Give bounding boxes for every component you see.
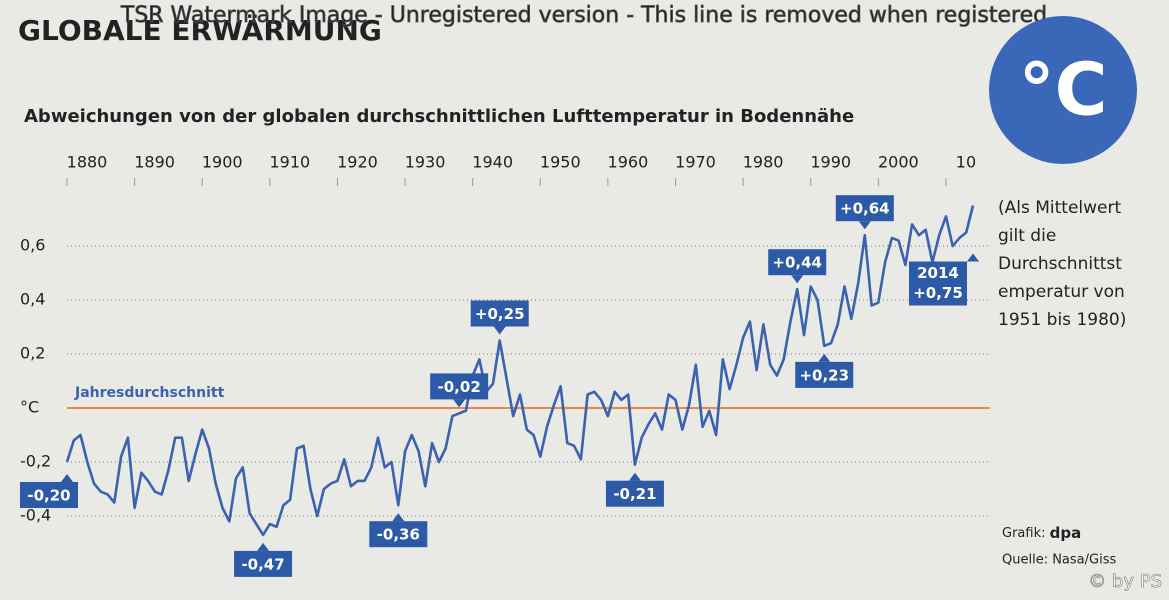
x-tick-label: 1960: [608, 153, 649, 172]
x-tick-label: 10: [956, 153, 976, 172]
annotation-box: [234, 550, 293, 577]
annotation-pointer: [858, 221, 871, 230]
annotation-label: -0,20: [27, 487, 70, 505]
annotation-pointer: [818, 353, 831, 362]
y-tick-label: 0,2: [20, 344, 45, 363]
annotation-pointer: [392, 513, 405, 522]
annotation-pointer: [628, 472, 641, 481]
x-tick-label: 1980: [743, 153, 784, 172]
credit-label: Grafik: dpa: [1002, 524, 1081, 542]
x-tick-label: 1920: [337, 153, 378, 172]
icon-circle: [989, 16, 1137, 164]
note-line: gilt die: [998, 226, 1056, 246]
chart-subtitle: Abweichungen von der globalen durchschni…: [24, 106, 854, 127]
credit-graphic: dpa: [1050, 524, 1082, 542]
annotation-pointer: [967, 253, 979, 262]
x-tick-label: 1970: [675, 153, 716, 172]
annotation-box: [430, 373, 489, 400]
annotation-box: [470, 300, 529, 327]
note-line: emperatur von: [998, 282, 1125, 302]
annotation-label: +0,44: [772, 254, 822, 272]
annotation-box: [835, 195, 894, 222]
annotation-pointer: [493, 326, 506, 335]
annotation-pointer: [453, 399, 466, 408]
x-tick-label: 1940: [472, 153, 513, 172]
annotation-year: 2014: [917, 264, 959, 282]
x-tick-label: 1900: [202, 153, 243, 172]
annotation-box: [909, 261, 967, 306]
x-tick-label: 1880: [67, 153, 108, 172]
copyright: © by PS: [1088, 571, 1162, 592]
annotation-label: +0,25: [475, 305, 525, 323]
x-tick-label: 2000: [878, 153, 919, 172]
annotation-label: +0,75: [913, 284, 963, 302]
x-tick-label: 1990: [810, 153, 851, 172]
annotation-box: [795, 361, 854, 388]
data-line: [65, 205, 975, 537]
chart-title: GLOBALE ERWÄRMUNG: [18, 13, 382, 47]
annotation-box: [768, 249, 827, 276]
y-tick-label: 0,6: [20, 236, 45, 255]
annotation-pointer: [61, 474, 73, 482]
annotation-box: [369, 521, 428, 548]
y-tick-label: -0,4: [20, 506, 51, 525]
annotation-box: [605, 480, 664, 507]
watermark: TSR Watermark Image - Unregistered versi…: [120, 3, 1047, 28]
note: (Als Mittelwert gilt die Durchschnittst emp…: [998, 198, 1126, 330]
icon-label: °C: [1019, 48, 1108, 132]
annotation-label: +0,23: [799, 366, 849, 384]
y-tick-label: -0,2: [20, 452, 51, 471]
annotation-box: [20, 482, 78, 508]
annotation-pointer: [791, 275, 804, 284]
y-tick-label: °C: [20, 398, 39, 417]
annotation-label: +0,64: [840, 200, 890, 218]
annotation-label: -0,47: [241, 555, 284, 573]
annotation-label: -0,21: [613, 485, 656, 503]
note-line: Durchschnittst: [998, 254, 1122, 274]
annotation-label: -0,02: [438, 378, 481, 396]
x-tick-label: 1910: [269, 153, 310, 172]
note-line: (Als Mittelwert: [998, 198, 1122, 218]
annotation-label: -0,36: [377, 526, 420, 544]
annotation-pointer: [257, 542, 270, 551]
reference-label: Jahresdurchschnitt: [74, 385, 225, 401]
credit-source: Quelle: Nasa/Giss: [1002, 553, 1116, 568]
credit-graphic-label: Grafik:: [1002, 526, 1045, 541]
note-line: 1951 bis 1980): [998, 310, 1126, 330]
x-tick-label: 1930: [405, 153, 446, 172]
x-tick-label: 1950: [540, 153, 581, 172]
y-tick-label: 0,4: [20, 290, 45, 309]
x-tick-label: 1890: [134, 153, 175, 172]
